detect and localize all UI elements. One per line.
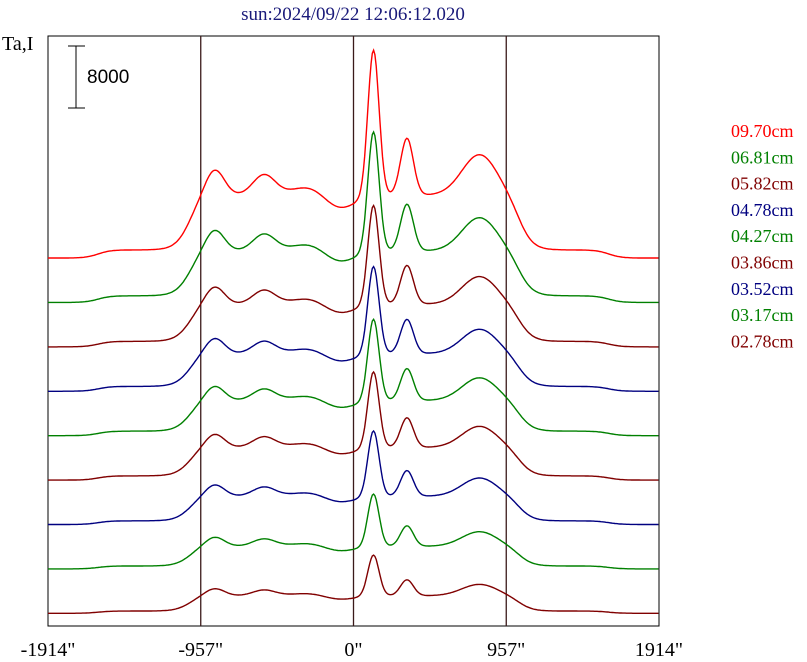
series-line-02.78cm <box>48 554 659 614</box>
series-line-03.86cm <box>48 370 659 481</box>
x-tick-label-0: -1914" <box>21 639 76 661</box>
series-line-09.70cm <box>48 48 659 259</box>
x-tick-label-4: 1914" <box>635 639 683 661</box>
reference-lines <box>200 36 507 626</box>
legend-entry-2: 05.82cm <box>731 174 794 194</box>
legend-entry-6: 03.52cm <box>731 279 794 299</box>
series-line-06.81cm <box>48 130 659 304</box>
x-tick-label-1: -957" <box>178 639 223 661</box>
legend-entry-5: 03.86cm <box>731 253 794 273</box>
legend-entry-1: 06.81cm <box>731 147 794 167</box>
legend: 09.70cm 06.81cm 05.82cm 04.78cm 04.27cm 03.86… <box>731 121 794 351</box>
legend-entry-8: 02.78cm <box>731 331 794 351</box>
series-line-03.52cm <box>48 429 659 526</box>
y-axis-label: Ta,I <box>2 33 33 55</box>
x-tick-label-2: 0" <box>344 639 362 661</box>
legend-entry-4: 04.27cm <box>731 226 794 246</box>
x-tick-label-3: 957" <box>487 639 525 661</box>
series-line-04.27cm <box>48 317 659 437</box>
chart-title: sun:2024/09/22 12:06:12.020 <box>241 4 465 25</box>
legend-entry-3: 04.78cm <box>731 200 794 220</box>
scale-bar: 8000 <box>68 45 129 109</box>
legend-entry-0: 09.70cm <box>731 121 794 141</box>
series-group <box>48 48 659 614</box>
series-line-04.78cm <box>48 265 659 392</box>
legend-entry-7: 03.17cm <box>731 305 794 325</box>
scale-bar-label: 8000 <box>87 67 129 88</box>
series-line-03.17cm <box>48 493 659 570</box>
x-tick-labels: -1914" -957" 0" 957" 1914" <box>21 639 684 661</box>
series-line-05.82cm <box>48 203 659 348</box>
